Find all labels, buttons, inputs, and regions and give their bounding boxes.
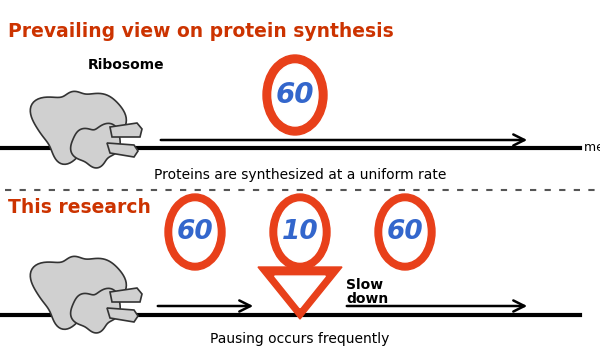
Polygon shape bbox=[31, 256, 127, 329]
Polygon shape bbox=[258, 267, 342, 319]
Ellipse shape bbox=[383, 202, 427, 262]
Polygon shape bbox=[31, 91, 127, 164]
Polygon shape bbox=[110, 288, 142, 302]
Text: Proteins are synthesized at a uniform rate: Proteins are synthesized at a uniform ra… bbox=[154, 168, 446, 182]
Text: This research: This research bbox=[8, 198, 151, 217]
Polygon shape bbox=[275, 276, 325, 308]
Ellipse shape bbox=[272, 64, 318, 126]
Ellipse shape bbox=[278, 202, 322, 262]
Ellipse shape bbox=[173, 202, 217, 262]
Text: Ribosome: Ribosome bbox=[88, 58, 164, 72]
Text: 60: 60 bbox=[386, 219, 424, 245]
Ellipse shape bbox=[375, 194, 435, 270]
Polygon shape bbox=[110, 123, 142, 137]
Ellipse shape bbox=[270, 194, 330, 270]
Text: 60: 60 bbox=[176, 219, 214, 245]
Text: 10: 10 bbox=[281, 219, 319, 245]
Text: Pausing occurs frequently: Pausing occurs frequently bbox=[211, 332, 389, 346]
Ellipse shape bbox=[263, 55, 327, 135]
Polygon shape bbox=[107, 143, 138, 157]
Polygon shape bbox=[107, 308, 138, 322]
Text: 60: 60 bbox=[276, 81, 314, 109]
Polygon shape bbox=[71, 123, 120, 168]
Polygon shape bbox=[71, 289, 120, 333]
Text: messenger RNA: messenger RNA bbox=[584, 142, 600, 155]
Text: Prevailing view on protein synthesis: Prevailing view on protein synthesis bbox=[8, 22, 394, 41]
Text: Slow: Slow bbox=[346, 278, 383, 292]
Text: down: down bbox=[346, 292, 388, 306]
Ellipse shape bbox=[165, 194, 225, 270]
